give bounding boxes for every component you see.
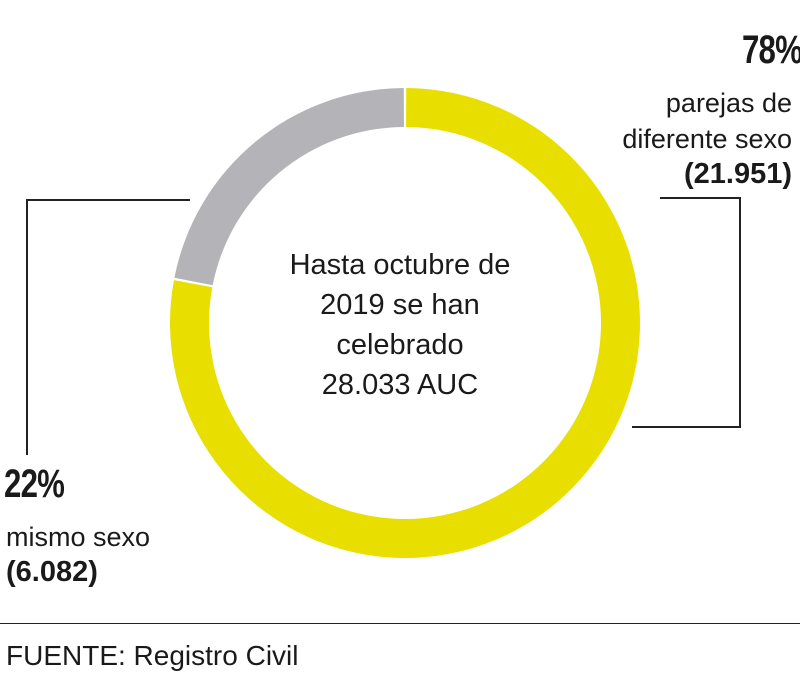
center-line-1: Hasta octubre de bbox=[289, 249, 511, 281]
percent-label-same-sex: 22% bbox=[4, 462, 65, 506]
slice-same-sex bbox=[174, 88, 404, 286]
divider bbox=[0, 623, 800, 624]
slice-label-different-sex-line-2: diferente sexo bbox=[622, 124, 792, 154]
center-summary: Hasta octubre de 2019 se han celebrado 2… bbox=[260, 245, 540, 405]
percent-label-different-sex: 78% bbox=[741, 28, 800, 72]
count-label-different-sex: (21.951) bbox=[683, 158, 792, 190]
center-line-2: 2019 se han bbox=[320, 289, 480, 321]
slice-label-same-sex: mismo sexo bbox=[6, 522, 151, 552]
leader-line-different-sex bbox=[632, 197, 741, 428]
count-label-same-sex: (6.082) bbox=[6, 556, 98, 588]
source-note: FUENTE: Registro Civil bbox=[6, 640, 299, 671]
slice-label-different-sex-line-1: parejas de bbox=[665, 88, 792, 118]
leader-line-same-sex bbox=[26, 199, 190, 455]
center-line-4: 28.033 AUC bbox=[321, 369, 479, 401]
center-line-3: celebrado bbox=[336, 329, 464, 361]
